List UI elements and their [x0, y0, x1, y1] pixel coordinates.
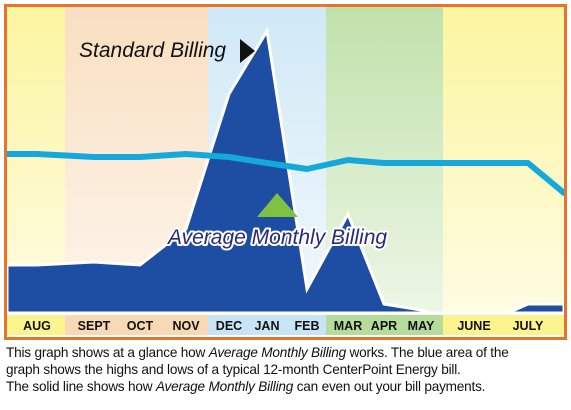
month-label-feb: FEB: [295, 319, 320, 333]
season-band: [7, 7, 65, 313]
average-billing-label-halo: Average Monthly Billing: [166, 226, 387, 249]
month-label-dec: DEC: [216, 319, 242, 333]
axis-season-strip: [326, 315, 443, 335]
axis-season-strip: [443, 315, 564, 335]
standard-billing-label: Standard Billing: [79, 39, 226, 62]
standard-billing-arrow-icon: [240, 39, 255, 63]
month-label-jan: JAN: [254, 319, 279, 333]
chart-caption: This graph shows at a glance how Average…: [6, 344, 568, 395]
month-label-aug: AUG: [23, 319, 51, 333]
month-label-july: JULY: [513, 319, 544, 333]
caption-text: can even out your bill payments.: [293, 379, 486, 394]
average-billing-line: [7, 151, 564, 196]
caption-line-3: The solid line shows how Average Monthly…: [6, 378, 568, 395]
axis-season-strip: [208, 315, 326, 335]
caption-line-2: graph shows the highs and lows of a typi…: [6, 362, 461, 377]
caption-text: This graph shows at a glance how: [6, 345, 209, 360]
month-label-june: JUNE: [457, 319, 490, 333]
month-label-oct: OCT: [127, 319, 154, 333]
billing-chart: Standard Billing Average Monthly Billing A…: [7, 7, 564, 337]
month-label-sept: SEPT: [78, 319, 111, 333]
month-label-mar: MAR: [334, 319, 362, 333]
axis-season-strip: [65, 315, 208, 335]
caption-text: works. The blue area of the: [345, 345, 509, 360]
month-label-nov: NOV: [172, 319, 200, 333]
average-billing-marker-icon: [257, 193, 298, 217]
caption-text: The solid line shows how: [6, 379, 156, 394]
caption-line-1: This graph shows at a glance how Average…: [6, 344, 568, 361]
caption-emphasis: Average Monthly Billing: [208, 345, 346, 360]
caption-emphasis: Average Monthly Billing: [155, 379, 294, 394]
axis-season-strip: [7, 315, 65, 335]
chart-frame: Standard Billing Average Monthly Billing A…: [4, 4, 567, 340]
standard-billing-area: [7, 26, 564, 330]
average-billing-label: Average Monthly Billing: [166, 226, 387, 249]
month-label-may: MAY: [408, 319, 435, 333]
month-label-apr: APR: [371, 319, 397, 333]
